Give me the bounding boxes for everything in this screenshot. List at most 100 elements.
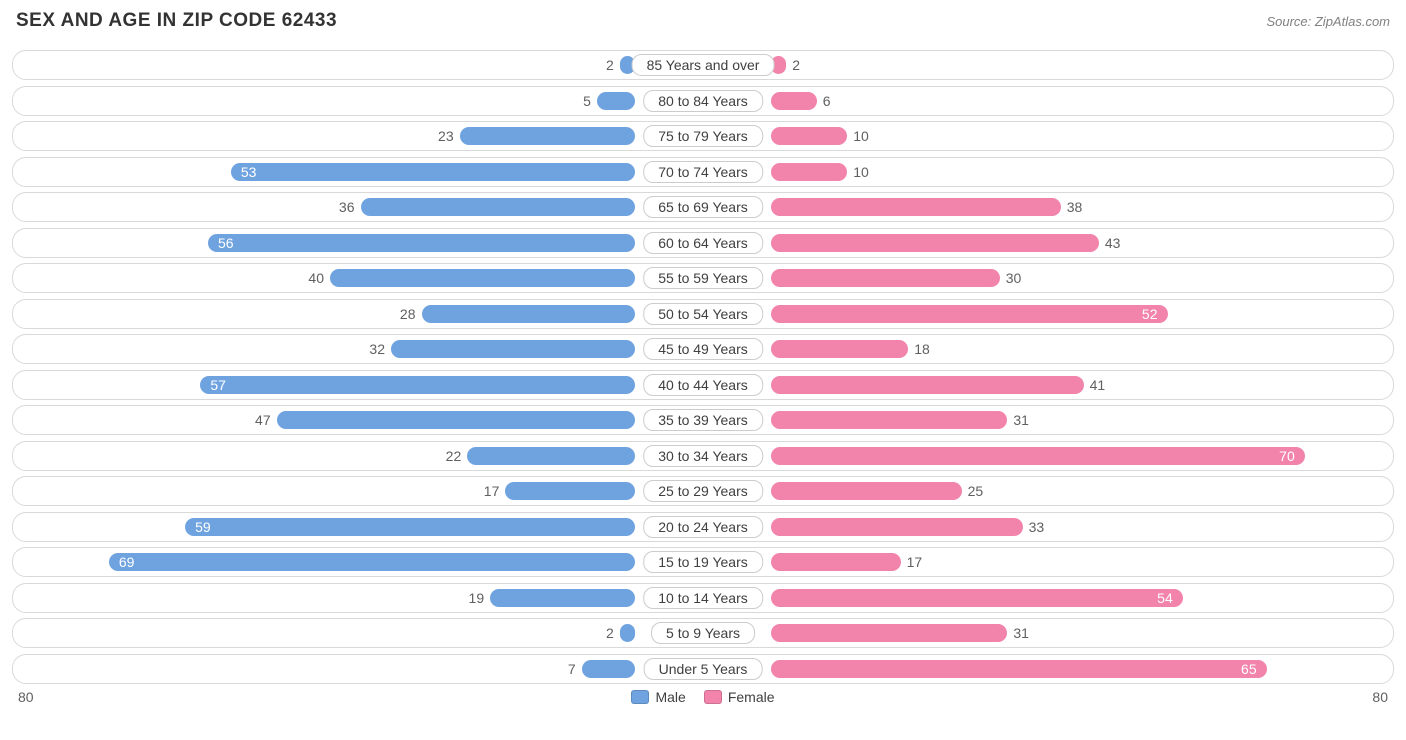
chart-footer: 80 Male Female 80 bbox=[12, 689, 1394, 705]
male-bar: 23 bbox=[460, 127, 635, 145]
female-bar: 41 bbox=[771, 376, 1084, 394]
female-bar: 30 bbox=[771, 269, 1000, 287]
male-bar: 19 bbox=[490, 589, 635, 607]
male-bar: 59 bbox=[185, 518, 635, 536]
male-value: 56 bbox=[218, 235, 234, 251]
female-value: 43 bbox=[1105, 235, 1121, 251]
female-value: 25 bbox=[968, 483, 984, 499]
pyramid-row: 25 to 29 Years 17 25 bbox=[12, 476, 1394, 506]
male-value: 59 bbox=[195, 519, 211, 535]
pyramid-row: 15 to 19 Years 69 17 bbox=[12, 547, 1394, 577]
male-value: 19 bbox=[469, 590, 485, 606]
male-value: 2 bbox=[606, 57, 614, 73]
male-value: 32 bbox=[369, 341, 385, 357]
male-value: 36 bbox=[339, 199, 355, 215]
pyramid-row: 60 to 64 Years 56 43 bbox=[12, 228, 1394, 258]
male-value: 69 bbox=[119, 554, 135, 570]
pyramid-row: 75 to 79 Years 23 10 bbox=[12, 121, 1394, 151]
age-group-label: 30 to 34 Years bbox=[643, 445, 763, 467]
female-value: 65 bbox=[1241, 661, 1257, 677]
pyramid-row: 85 Years and over22 bbox=[12, 50, 1394, 80]
male-bar: 40 bbox=[330, 269, 635, 287]
pyramid-row: 80 to 84 Years56 bbox=[12, 86, 1394, 116]
age-group-label: 35 to 39 Years bbox=[643, 409, 763, 431]
female-bar: 43 bbox=[771, 234, 1099, 252]
axis-max-left: 80 bbox=[18, 689, 34, 705]
pyramid-row: 20 to 24 Years 59 33 bbox=[12, 512, 1394, 542]
age-group-label: 20 to 24 Years bbox=[643, 516, 763, 538]
legend-label-female: Female bbox=[728, 689, 775, 705]
pyramid-row: 5 to 9 Years 2 31 bbox=[12, 618, 1394, 648]
pyramid-row: 50 to 54 Years 28 52 bbox=[12, 299, 1394, 329]
legend-label-male: Male bbox=[655, 689, 685, 705]
male-bar: 2 bbox=[620, 624, 635, 642]
pyramid-row: 55 to 59 Years 40 30 bbox=[12, 263, 1394, 293]
male-bar: 56 bbox=[208, 234, 635, 252]
female-value: 54 bbox=[1157, 590, 1173, 606]
female-bar: 6 bbox=[771, 92, 817, 110]
age-group-label: 70 to 74 Years bbox=[643, 161, 763, 183]
female-value: 33 bbox=[1029, 519, 1045, 535]
female-value: 10 bbox=[853, 128, 869, 144]
female-bar: 70 bbox=[771, 447, 1305, 465]
pyramid-row: 65 to 69 Years3638 bbox=[12, 192, 1394, 222]
male-value: 53 bbox=[241, 164, 257, 180]
male-value: 28 bbox=[400, 306, 416, 322]
female-value: 30 bbox=[1006, 270, 1022, 286]
female-bar: 65 bbox=[771, 660, 1267, 678]
age-group-label: 25 to 29 Years bbox=[643, 480, 763, 502]
age-group-label: 45 to 49 Years bbox=[643, 338, 763, 360]
female-value: 17 bbox=[907, 554, 923, 570]
female-bar: 31 bbox=[771, 624, 1007, 642]
legend: Male Female bbox=[631, 689, 774, 705]
pyramid-row: 10 to 14 Years 19 54 bbox=[12, 583, 1394, 613]
age-group-label: 50 to 54 Years bbox=[643, 303, 763, 325]
age-group-label: 55 to 59 Years bbox=[643, 267, 763, 289]
female-bar: 10 bbox=[771, 127, 847, 145]
male-value: 57 bbox=[210, 377, 226, 393]
age-group-label: Under 5 Years bbox=[644, 658, 763, 680]
age-group-label: 65 to 69 Years bbox=[643, 196, 763, 218]
male-value: 40 bbox=[308, 270, 324, 286]
pyramid-row: 30 to 34 Years 22 70 bbox=[12, 441, 1394, 471]
age-group-label: 60 to 64 Years bbox=[643, 232, 763, 254]
female-bar: 10 bbox=[771, 163, 847, 181]
male-bar: 36 bbox=[361, 198, 636, 216]
male-value: 23 bbox=[438, 128, 454, 144]
legend-item-male: Male bbox=[631, 689, 685, 705]
male-bar: 22 bbox=[467, 447, 635, 465]
female-bar: 52 bbox=[771, 305, 1168, 323]
female-value: 18 bbox=[914, 341, 930, 357]
age-group-label: 10 to 14 Years bbox=[643, 587, 763, 609]
female-bar: 54 bbox=[771, 589, 1183, 607]
chart-source: Source: ZipAtlas.com bbox=[1266, 14, 1390, 29]
pyramid-row: 45 to 49 Years 32 18 bbox=[12, 334, 1394, 364]
female-value: 2 bbox=[792, 57, 800, 73]
male-bar: 69 bbox=[109, 553, 635, 571]
female-value: 41 bbox=[1090, 377, 1106, 393]
male-bar: 57 bbox=[200, 376, 635, 394]
pyramid-row: 70 to 74 Years 53 10 bbox=[12, 157, 1394, 187]
pyramid-row: 40 to 44 Years5741 bbox=[12, 370, 1394, 400]
male-bar: 17 bbox=[505, 482, 635, 500]
male-bar: 28 bbox=[422, 305, 636, 323]
male-bar: 32 bbox=[391, 340, 635, 358]
pyramid-chart: 85 Years and over2280 to 84 Years5675 to… bbox=[12, 50, 1394, 684]
female-value: 70 bbox=[1279, 448, 1295, 464]
age-group-label: 5 to 9 Years bbox=[651, 622, 755, 644]
chart-header: SEX AND AGE IN ZIP CODE 62433 Source: Zi… bbox=[12, 10, 1394, 32]
age-group-label: 75 to 79 Years bbox=[643, 125, 763, 147]
female-bar: 17 bbox=[771, 553, 901, 571]
female-value: 52 bbox=[1142, 306, 1158, 322]
female-bar: 31 bbox=[771, 411, 1007, 429]
pyramid-row: Under 5 Years 7 65 bbox=[12, 654, 1394, 684]
male-value: 7 bbox=[568, 661, 576, 677]
male-value: 17 bbox=[484, 483, 500, 499]
female-bar: 33 bbox=[771, 518, 1023, 536]
axis-max-right: 80 bbox=[1372, 689, 1388, 705]
male-value: 2 bbox=[606, 625, 614, 641]
legend-item-female: Female bbox=[704, 689, 775, 705]
chart-title: SEX AND AGE IN ZIP CODE 62433 bbox=[16, 10, 337, 32]
age-group-label: 15 to 19 Years bbox=[643, 551, 763, 573]
female-value: 6 bbox=[823, 93, 831, 109]
